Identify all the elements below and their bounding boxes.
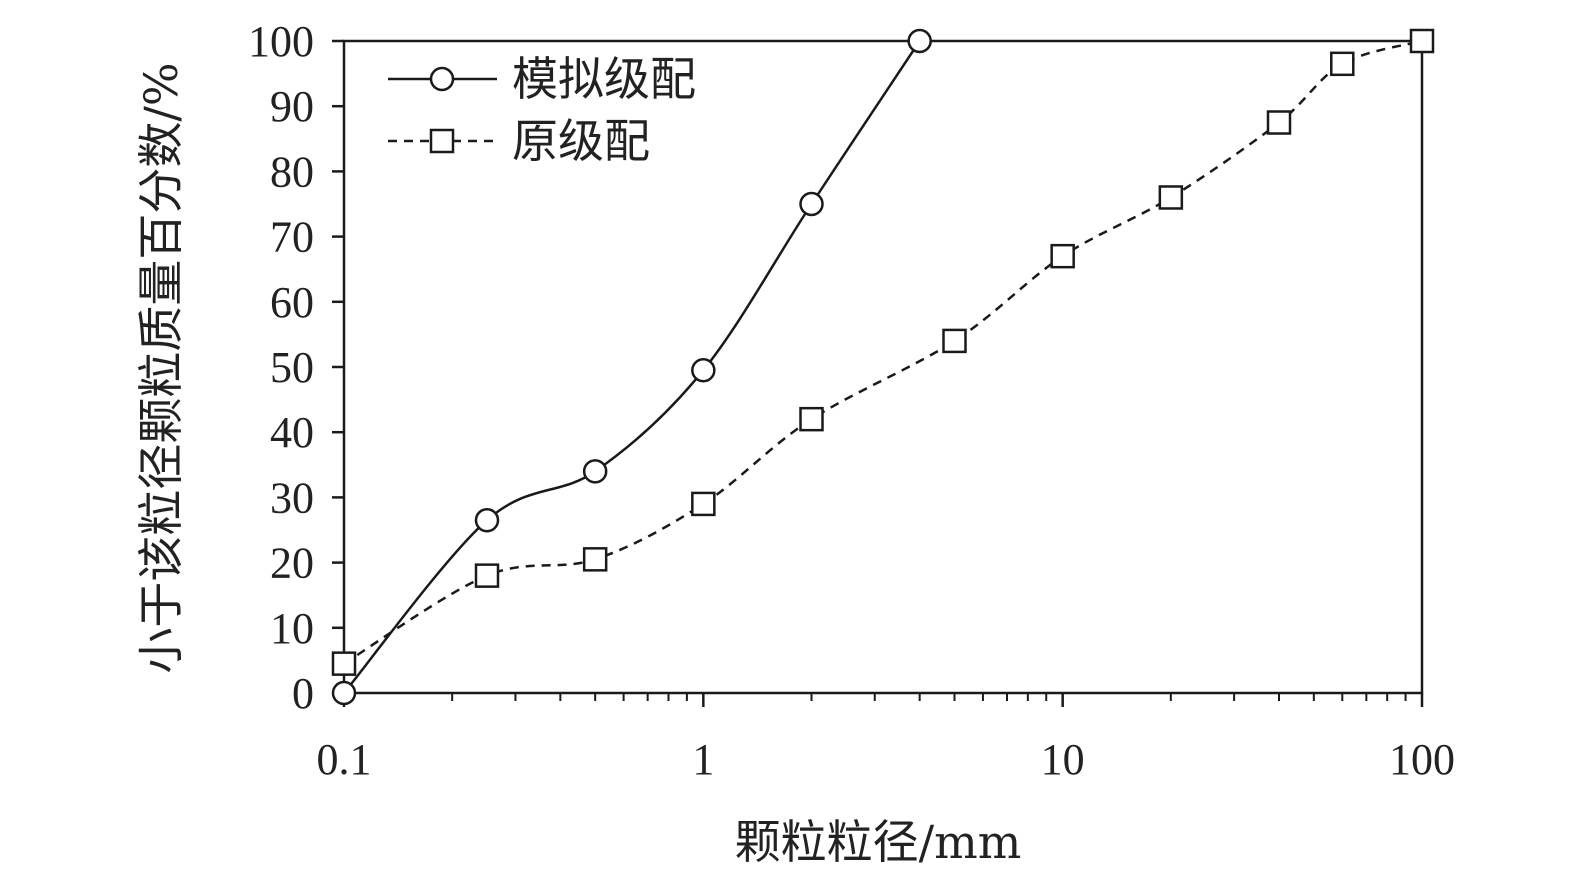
y-tick-label: 90 xyxy=(270,82,314,131)
x-tick-label: 100 xyxy=(1389,735,1455,784)
series-line xyxy=(343,39,1423,665)
legend-marker-simulated xyxy=(429,66,455,92)
data-point xyxy=(474,563,500,588)
x-axis-title: 颗粒粒径/mm xyxy=(735,815,1022,869)
data-point xyxy=(1330,51,1355,77)
y-tick-label: 50 xyxy=(270,343,314,392)
data-point xyxy=(799,191,824,217)
axis-ticks xyxy=(332,39,1424,707)
y-tick-label: 0 xyxy=(292,669,314,718)
y-tick-label: 70 xyxy=(270,213,314,262)
y-tick-label: 30 xyxy=(270,473,314,522)
data-point xyxy=(331,680,357,706)
data-point xyxy=(582,547,608,572)
legend-marker-original xyxy=(429,128,455,154)
data-point xyxy=(942,328,967,354)
y-tick-label: 100 xyxy=(248,17,314,66)
tick-labels: 0 10 20 30 40 50 60 70 80 90 100 0.1 1 10 100 xyxy=(248,17,1455,784)
legend-label-simulated: 模拟级配 xyxy=(512,52,696,106)
data-point xyxy=(799,406,824,432)
x-tick-label: 1 xyxy=(692,735,714,784)
plot-area xyxy=(342,39,1424,695)
y-tick-label: 40 xyxy=(270,408,314,457)
data-point xyxy=(1266,110,1292,135)
data-point xyxy=(582,459,608,484)
legend-label-original: 原级配 xyxy=(512,114,650,168)
series-line xyxy=(343,40,921,694)
y-tick-label: 10 xyxy=(270,604,314,653)
data-point xyxy=(1158,185,1184,210)
series-simulated xyxy=(331,28,932,706)
y-tick-label: 80 xyxy=(270,147,314,196)
legend: 模拟级配 原级配 xyxy=(388,52,696,168)
series-layer xyxy=(331,28,1435,706)
y-tick-label: 20 xyxy=(270,539,314,588)
data-point xyxy=(1050,243,1075,269)
x-tick-label: 0.1 xyxy=(317,735,372,784)
x-tick-label: 10 xyxy=(1041,735,1085,784)
data-point xyxy=(691,491,716,517)
plot-frame xyxy=(342,39,1424,695)
data-point xyxy=(691,358,716,383)
data-point xyxy=(907,28,932,54)
series-original xyxy=(331,28,1435,676)
data-point xyxy=(331,651,357,676)
y-tick-label: 60 xyxy=(270,278,314,327)
data-point xyxy=(474,507,500,533)
data-point xyxy=(1409,28,1435,54)
y-axis-title: 小于该粒径颗粒质量百分数/% xyxy=(134,62,188,673)
